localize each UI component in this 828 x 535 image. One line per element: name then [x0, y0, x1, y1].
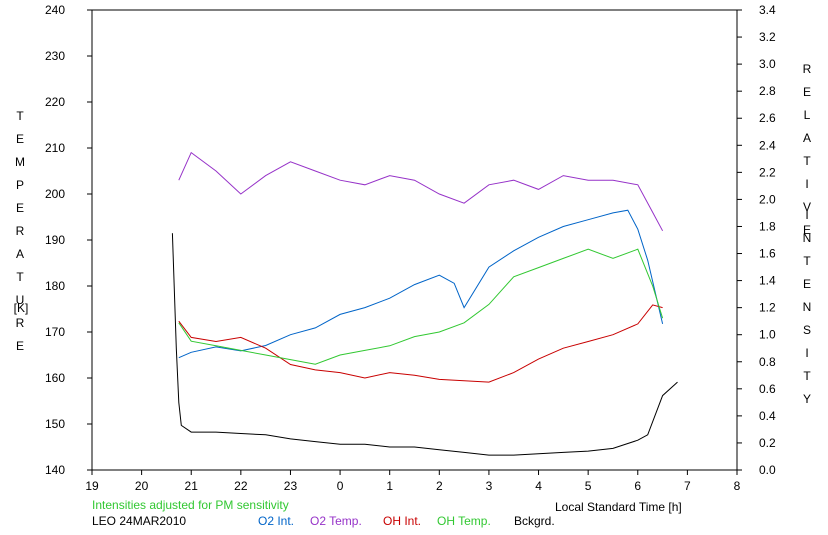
axis-label-letter: I [805, 208, 809, 222]
right-tick-label: 0.6 [759, 382, 776, 396]
x-tick-label: 4 [535, 479, 542, 493]
axis-label-letter: M [15, 155, 25, 169]
right-tick-label: 2.2 [759, 165, 776, 179]
series-line-bckgrd [171, 233, 678, 456]
right-tick-label: 2.4 [759, 138, 776, 152]
left-tick-label: 240 [45, 3, 65, 17]
right-tick-label: 1.0 [759, 328, 776, 342]
axis-label-letter: S [802, 323, 811, 337]
axis-label-letter: T [803, 254, 811, 268]
left-tick-label: 180 [45, 279, 65, 293]
left-tick-label: 230 [45, 49, 65, 63]
x-tick-label: 3 [486, 479, 493, 493]
legend-item: OH Int. [383, 514, 422, 528]
right-tick-label: 2.0 [759, 192, 776, 206]
left-tick-label: 140 [45, 463, 65, 477]
x-tick-label: 1 [386, 479, 393, 493]
series-group [171, 151, 678, 456]
right-tick-label: 2.6 [759, 111, 776, 125]
x-tick-label: 6 [634, 479, 641, 493]
x-tick-label: 8 [734, 479, 741, 493]
axis-label-letter: A [802, 131, 811, 145]
axis-label-letter: R [15, 224, 25, 238]
left-tick-label: 190 [45, 233, 65, 247]
axis-label-letter: T [803, 154, 811, 168]
x-tick-label: 21 [185, 479, 199, 493]
left-tick-label: 220 [45, 95, 65, 109]
axis-label-letter: Y [802, 392, 811, 406]
legend-item: Bckgrd. [514, 514, 555, 528]
series-line-oh-int [178, 304, 663, 383]
axis-label-letter: T [16, 109, 24, 123]
axis-label-letter: U [15, 293, 25, 307]
right-tick-label: 0.4 [759, 409, 776, 423]
left-tick-label: 170 [45, 325, 65, 339]
left-axis-ticks: 140 150 160 170 180 190 200 210 220 230 240 [45, 3, 92, 477]
axis-label-letter: L [803, 108, 811, 122]
series-line-oh-temp [178, 248, 664, 365]
x-tick-label: 5 [585, 479, 592, 493]
left-tick-label: 150 [45, 417, 65, 431]
left-tick-label: 200 [45, 187, 65, 201]
axis-label-letter: E [802, 85, 811, 99]
axis-label-letter: E [15, 201, 24, 215]
left-tick-label: 210 [45, 141, 65, 155]
legend-item: OH Temp. [437, 514, 491, 528]
station-label: LEO 24MAR2010 [92, 514, 187, 528]
legend-item: O2 Temp. [310, 514, 362, 528]
x-tick-label: 2 [436, 479, 443, 493]
plot-frame [91, 9, 738, 471]
right-tick-label: 2.8 [759, 84, 776, 98]
axis-label-letter: T [803, 369, 811, 383]
right-tick-label: 0.0 [759, 463, 776, 477]
axis-label-letter: E [802, 277, 811, 291]
x-tick-label: 7 [684, 479, 691, 493]
x-tick-label: 20 [135, 479, 149, 493]
right-tick-label: 0.2 [759, 436, 776, 450]
right-tick-label: 1.6 [759, 247, 776, 261]
axis-label-letter: P [15, 178, 24, 192]
right-tick-label: 1.4 [759, 274, 776, 288]
axis-label-letter: N [802, 300, 812, 314]
axis-label-letter: E [15, 339, 24, 353]
x-tick-label: 23 [284, 479, 298, 493]
right-tick-label: 1.8 [759, 219, 776, 233]
left-axis-unit: [K] [13, 301, 29, 315]
x-axis-ticks: 19 20 21 22 23 0 1 2 3 4 5 6 7 8 [85, 470, 741, 493]
axis-label-letter: I [805, 346, 809, 360]
x-axis-label: Local Standard Time [h] [555, 500, 682, 514]
left-tick-label: 160 [45, 371, 65, 385]
axis-label-letter: R [15, 316, 25, 330]
axis-label-letter: E [15, 132, 24, 146]
axis-label-letter: I [805, 177, 809, 191]
axis-label-letter: T [16, 270, 24, 284]
axis-label-letter: N [802, 231, 812, 245]
right-tick-label: 1.2 [759, 301, 776, 315]
x-tick-label: 0 [337, 479, 344, 493]
axis-label-letter: E [802, 223, 811, 237]
right-tick-label: 0.8 [759, 355, 776, 369]
axis-label-letter: A [15, 247, 24, 261]
series-line-o2-temp [178, 151, 664, 232]
right-tick-label: 3.2 [759, 30, 776, 44]
x-tick-label: 19 [85, 479, 99, 493]
sensitivity-note: Intensities adjusted for PM sensitivity [92, 498, 289, 512]
right-axis-ticks: 0.0 0.2 0.4 0.6 0.8 1.0 1.2 1.4 1.6 1.8 2.0 2.2 2.4 2… [737, 3, 776, 477]
right-tick-label: 3.4 [759, 3, 776, 17]
axis-label-letter: V [802, 200, 811, 214]
legend-item: O2 Int. [258, 514, 295, 528]
x-tick-label: 22 [234, 479, 248, 493]
right-tick-label: 3.0 [759, 57, 776, 71]
axis-label-letter: R [802, 62, 812, 76]
